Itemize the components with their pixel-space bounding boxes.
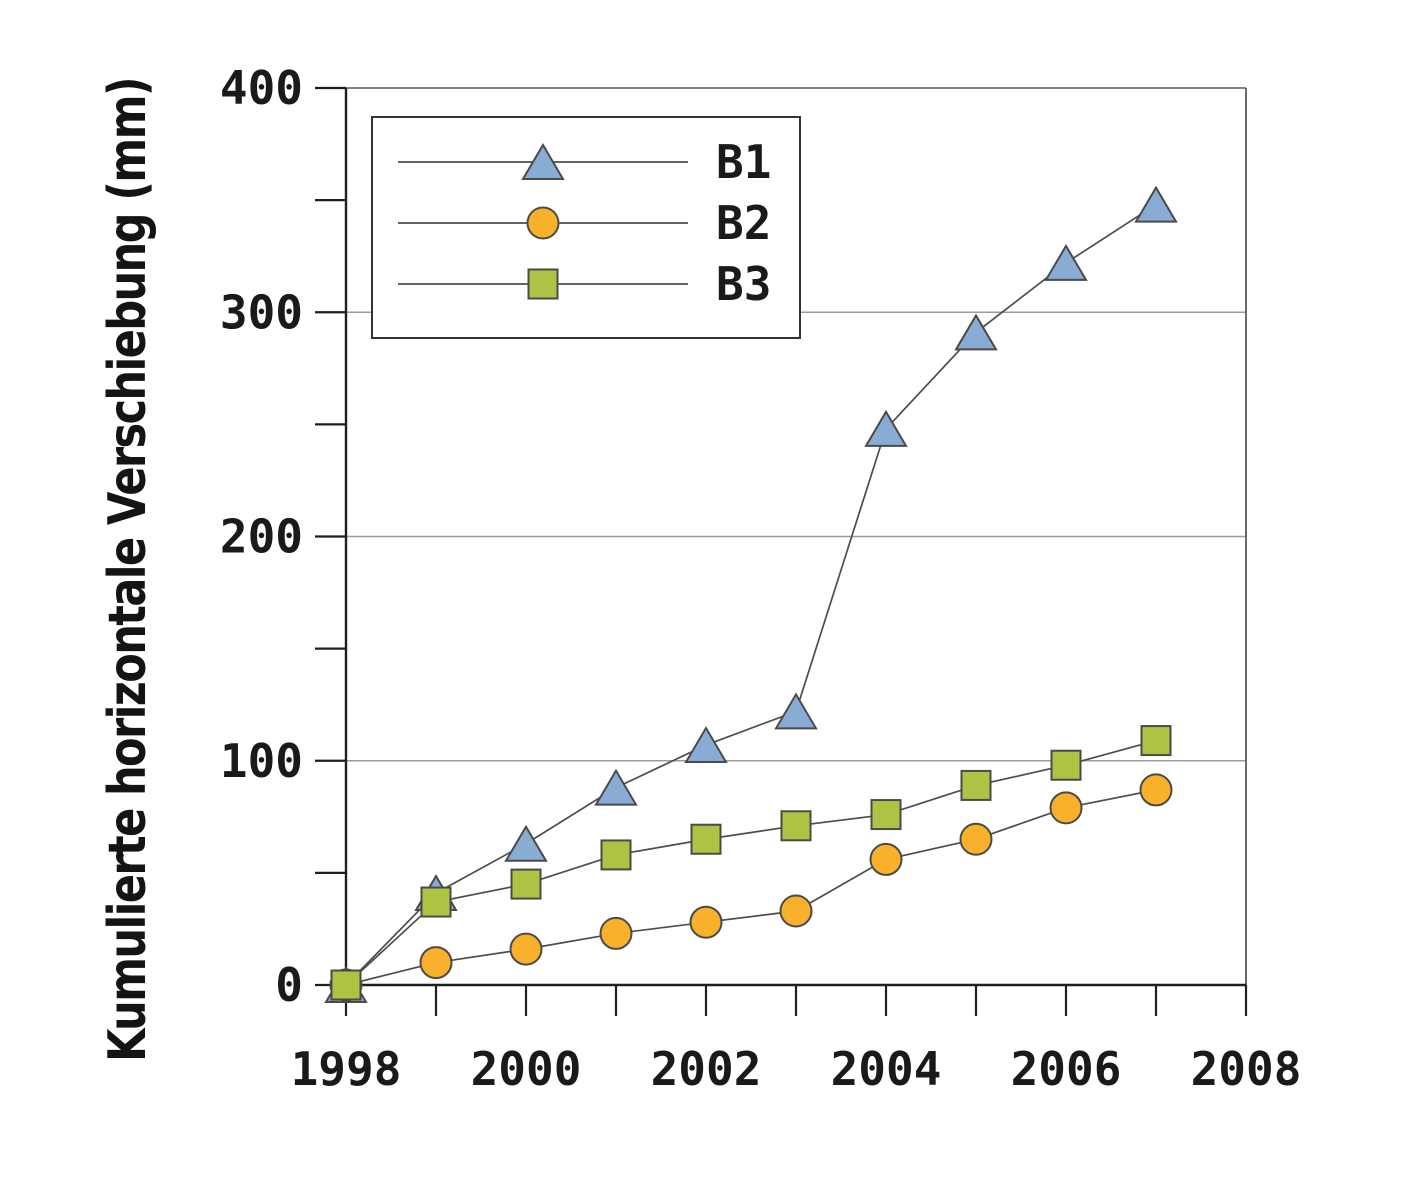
series-line-B1 [345, 203, 1157, 986]
marker-B3-2005 [960, 769, 992, 801]
legend-label-B1: B1 [716, 135, 771, 189]
tick-labels: 0 100 200 300 400 1998 2000 2002 2004 2006 2008 [220, 61, 1301, 1096]
legend-box [371, 116, 801, 339]
marker-B2-2003 [779, 894, 813, 928]
y-tick-label: 400 [220, 61, 303, 115]
x-tick-label: 1998 [291, 1042, 402, 1096]
y-tick-label: 200 [220, 510, 303, 564]
marker-B2-2000 [509, 932, 543, 966]
marker-B3-2000 [510, 868, 542, 900]
marker-B2-1999 [419, 946, 453, 980]
series-line-B2 [345, 789, 1157, 986]
y-tick-label: 100 [220, 734, 303, 788]
marker-B1-2006 [1044, 243, 1088, 281]
legend-marker-B2 [526, 206, 560, 240]
marker-B3-2003 [780, 810, 812, 842]
marker-B3-2007 [1140, 725, 1172, 757]
x-tick-label: 2004 [831, 1042, 942, 1096]
y-tick-label: 300 [220, 285, 303, 339]
legend-marker-B3 [527, 268, 559, 300]
marker-B2-2004 [869, 842, 903, 876]
marker-B1-2002 [684, 726, 728, 764]
axis-ticks [315, 86, 1248, 1016]
marker-B3-2006 [1050, 749, 1082, 781]
legend: B1 B2 B3 [371, 116, 801, 339]
marker-B3-1999 [420, 886, 452, 918]
marker-B1-2000 [504, 824, 548, 862]
legend-label-B2: B2 [716, 196, 771, 250]
marker-B1-2001 [594, 768, 638, 806]
x-tick-label: 2000 [471, 1042, 582, 1096]
y-axis-title: Kumulierte horizontale Verschiebung (mm) [98, 78, 158, 1062]
marker-B3-1998 [330, 969, 362, 1001]
marker-B1-2005 [954, 313, 998, 351]
marker-B2-2007 [1139, 773, 1173, 807]
marker-B3-2002 [690, 823, 722, 855]
legend-marker-B1 [521, 143, 565, 180]
y-tick-label: 0 [275, 958, 303, 1012]
marker-B1-2004 [864, 409, 908, 447]
x-tick-label: 2008 [1191, 1042, 1302, 1096]
marker-B2-2005 [959, 822, 993, 856]
series-line-B3 [345, 739, 1157, 986]
marker-B2-2006 [1049, 791, 1083, 825]
x-tick-label: 2006 [1011, 1042, 1122, 1096]
marker-B3-2001 [600, 839, 632, 871]
marker-B1-2007 [1134, 185, 1178, 223]
x-tick-label: 2002 [651, 1042, 762, 1096]
data-series [324, 185, 1178, 1003]
marker-B2-2002 [689, 905, 723, 939]
marker-B3-2004 [870, 799, 902, 831]
marker-B2-2001 [599, 916, 633, 950]
marker-B1-2003 [774, 692, 818, 730]
legend-label-B3: B3 [716, 257, 771, 311]
